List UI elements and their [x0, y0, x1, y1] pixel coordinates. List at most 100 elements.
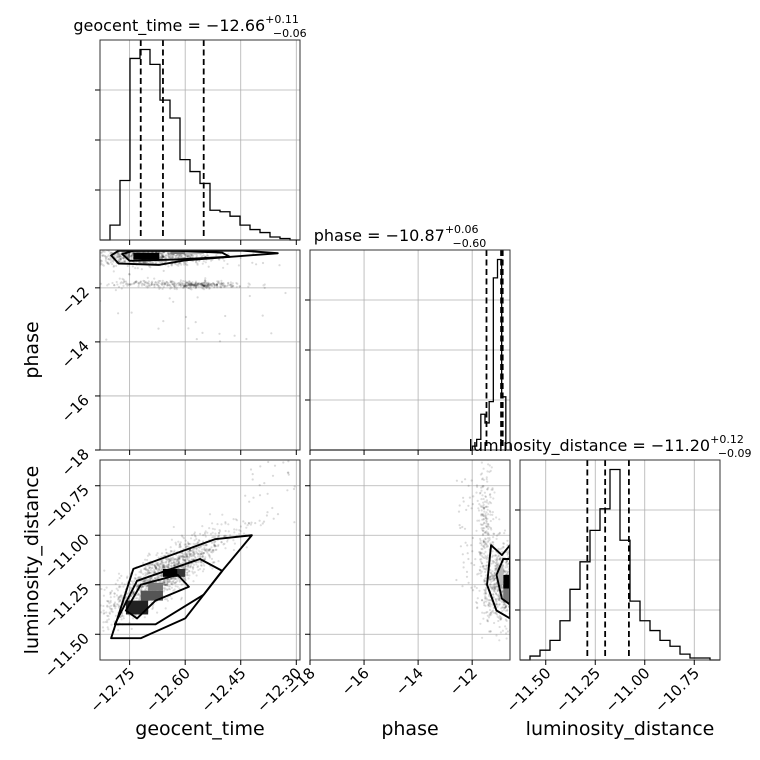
sample-point	[170, 257, 173, 260]
sample-point	[110, 589, 114, 593]
sample-point	[173, 588, 176, 591]
sample-point	[179, 282, 182, 285]
sample-point	[483, 544, 486, 547]
sample-point	[502, 542, 506, 545]
sample-point	[139, 280, 142, 283]
sample-point	[149, 578, 152, 581]
sample-point	[190, 288, 193, 291]
sample-point	[177, 540, 180, 543]
sample-point	[129, 283, 132, 286]
sample-point	[204, 285, 207, 288]
sample-point	[511, 570, 513, 572]
sample-point	[138, 570, 141, 574]
sample-point	[492, 593, 495, 596]
sample-point	[500, 607, 503, 610]
sample-point	[183, 553, 186, 556]
sample-point	[512, 607, 514, 609]
sample-point	[185, 285, 188, 288]
sample-point	[182, 280, 185, 283]
sample-point	[510, 595, 512, 597]
sample-point	[92, 265, 94, 267]
sample-point	[192, 553, 195, 556]
sample-point	[153, 577, 156, 580]
sample-point	[479, 491, 482, 494]
sample-point	[484, 577, 487, 580]
sample-point	[178, 256, 181, 259]
sample-point	[142, 261, 145, 264]
sample-point	[200, 282, 203, 285]
sample-point	[157, 567, 160, 571]
sample-point	[172, 253, 175, 257]
sample-point	[504, 561, 508, 564]
sample-point	[128, 254, 131, 257]
sample-point	[215, 283, 218, 286]
sample-point	[171, 559, 174, 562]
sample-point	[185, 281, 189, 284]
sample-point	[204, 279, 207, 282]
sample-point	[222, 282, 225, 285]
sample-point	[479, 558, 482, 561]
sample-point	[107, 600, 110, 603]
sample-point	[119, 598, 122, 601]
sample-point	[217, 532, 221, 535]
sample-point	[182, 284, 185, 287]
sample-point	[172, 561, 175, 564]
sample-point	[490, 586, 494, 589]
sample-point	[506, 565, 509, 569]
sample-point	[488, 614, 491, 617]
sample-point	[169, 560, 172, 563]
sample-point	[497, 555, 500, 558]
sample-point	[501, 587, 504, 590]
sample-point	[524, 593, 526, 595]
sample-point	[166, 252, 169, 255]
sample-point	[135, 247, 137, 249]
sample-point	[233, 531, 236, 534]
sample-point	[105, 586, 108, 589]
sample-point	[186, 568, 189, 571]
sample-point	[117, 603, 120, 606]
sample-point	[530, 572, 532, 574]
sample-point	[140, 585, 143, 589]
sample-point	[502, 542, 505, 545]
sample-point	[489, 519, 492, 523]
sample-point	[476, 606, 479, 609]
sample-point	[108, 605, 111, 608]
sample-point	[177, 560, 180, 563]
sample-point	[202, 281, 205, 284]
sample-point	[224, 547, 227, 550]
sample-point	[201, 284, 204, 287]
sample-point	[513, 600, 515, 602]
sample-point	[118, 277, 121, 280]
sample-point	[179, 545, 182, 548]
sample-point	[455, 479, 458, 482]
sample-point	[487, 539, 490, 542]
sample-point	[202, 551, 205, 555]
sample-point	[462, 566, 465, 569]
sample-point	[498, 532, 501, 535]
sample-point	[195, 284, 198, 287]
sample-point	[175, 580, 178, 584]
sample-point	[189, 554, 192, 557]
sample-point	[143, 568, 146, 571]
scatter-panel-geocent_time-luminosity_distance	[99, 459, 301, 661]
sample-point	[161, 561, 164, 565]
sample-point	[484, 538, 487, 541]
sample-point	[223, 284, 226, 287]
sample-point	[175, 284, 178, 287]
sample-point	[162, 251, 165, 254]
sample-point	[174, 262, 177, 265]
sample-point	[151, 562, 154, 566]
sample-point	[190, 558, 193, 561]
sample-point	[162, 285, 165, 288]
sample-point	[127, 253, 130, 256]
sample-point	[106, 619, 109, 622]
panel-content	[87, 247, 287, 343]
sample-point	[145, 261, 148, 264]
sample-point	[87, 254, 89, 256]
sample-point	[188, 256, 191, 259]
sample-point	[167, 559, 170, 562]
sample-point	[494, 602, 497, 605]
sample-point	[178, 579, 181, 582]
sample-point	[142, 279, 145, 282]
sample-point	[150, 576, 153, 580]
